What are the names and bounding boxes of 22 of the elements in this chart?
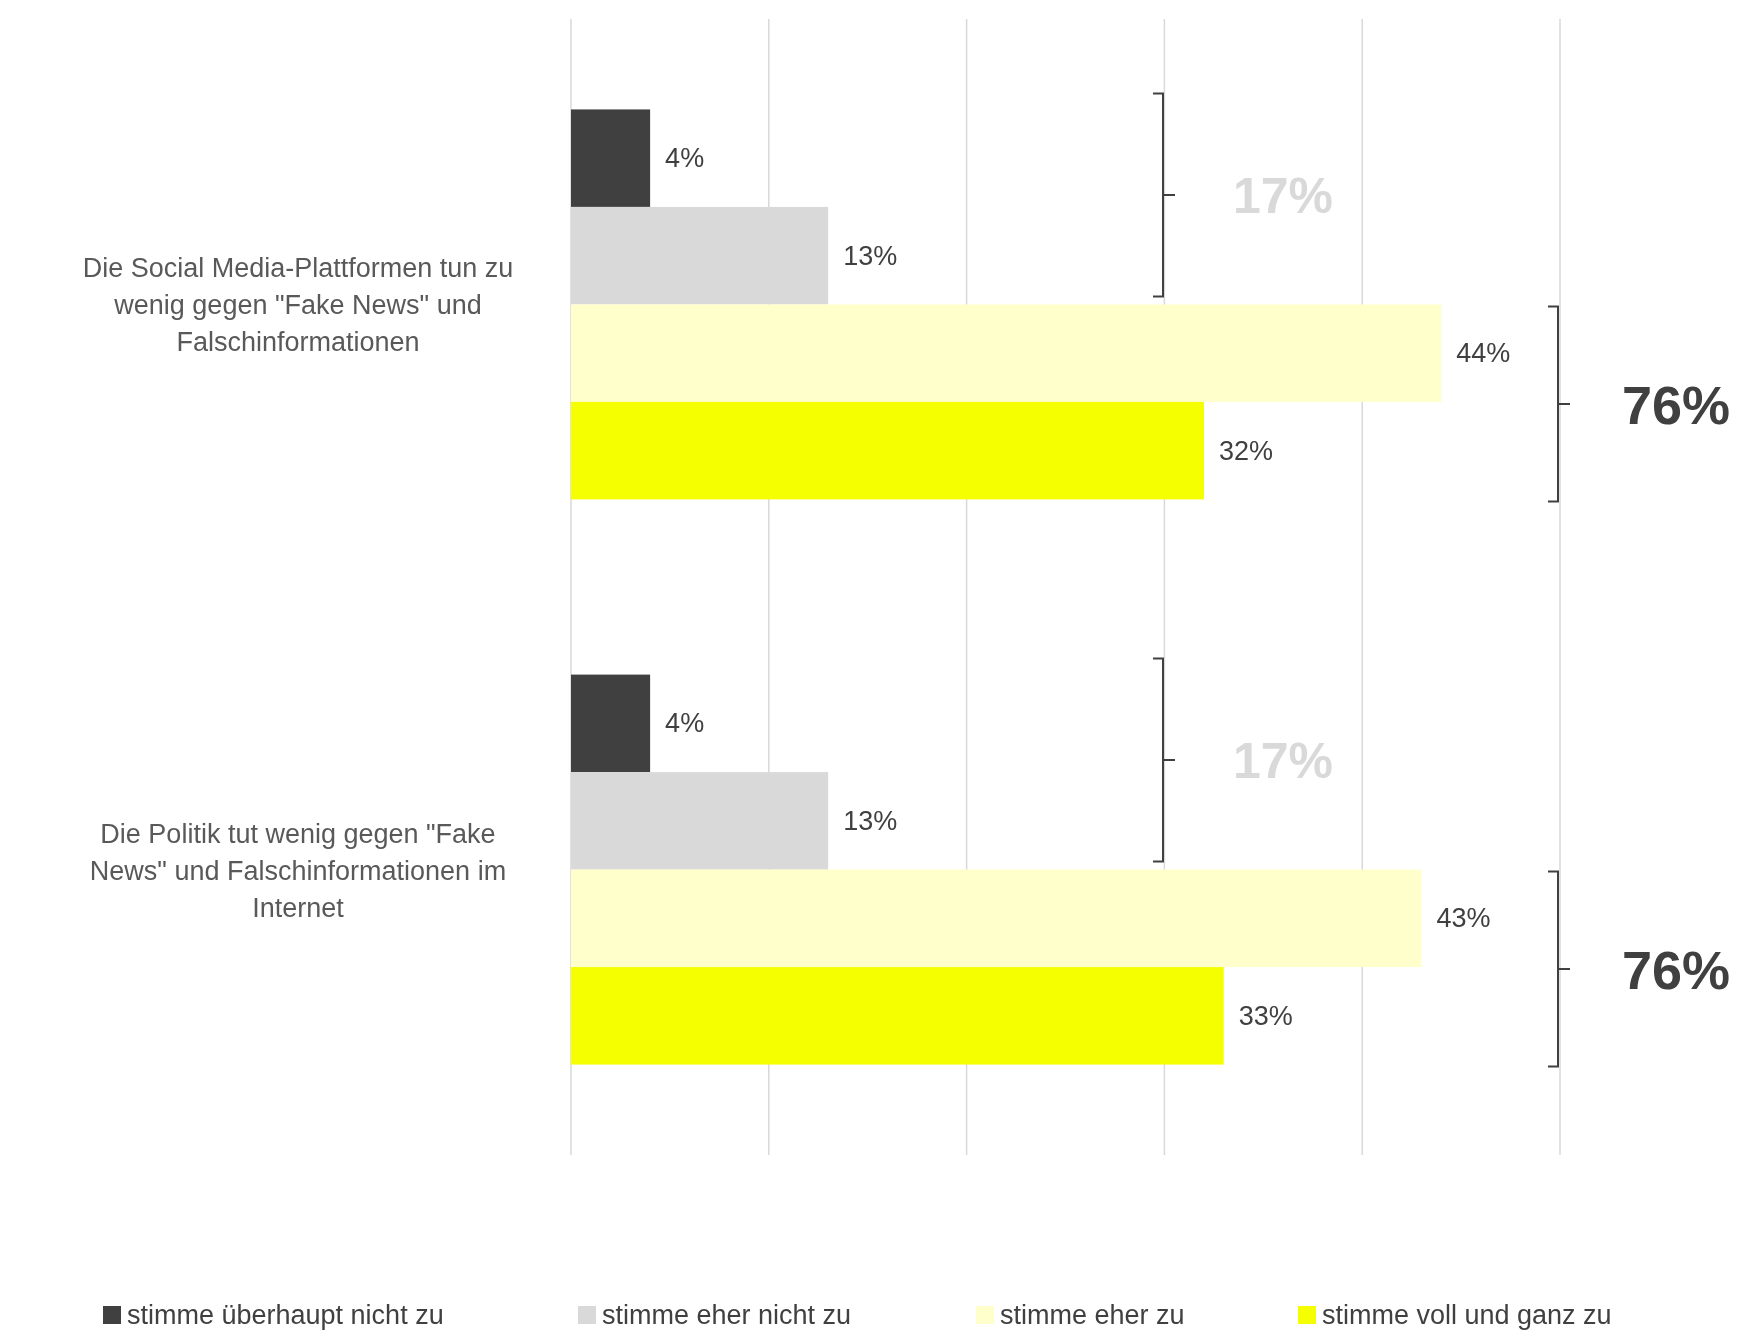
data-label: 43% [1436,903,1491,934]
data-label: 44% [1456,338,1511,369]
bar [571,401,1204,500]
legend-label: stimme eher zu [1000,1300,1185,1330]
data-label: 4% [665,143,705,174]
y-tick-label: Die Social Media-Plattformen tun zu wenig gegen "Fake News" und Falschinformationen [82,253,514,358]
y-tick-label: Die Politik tut wenig gegen "Fake News" und Falschinformationen im Internet [89,818,507,923]
data-label: 4% [665,708,705,739]
data-label: 32% [1218,435,1274,466]
legend-label: stimme voll und ganz zu [1322,1300,1612,1330]
legend-label: stimme eher nicht zu [602,1300,852,1330]
data-label: 13% [843,240,898,271]
bar [571,304,1442,402]
text: 76% [1621,374,1731,435]
bar [571,674,651,773]
bar [571,109,651,207]
data-label: 13% [843,805,898,836]
legend-label: stimme überhaupt nicht zu [127,1300,444,1330]
bar [571,967,1224,1065]
data-label: 33% [1238,1000,1293,1031]
text: 76% [1621,940,1731,1001]
bar [571,869,1422,968]
